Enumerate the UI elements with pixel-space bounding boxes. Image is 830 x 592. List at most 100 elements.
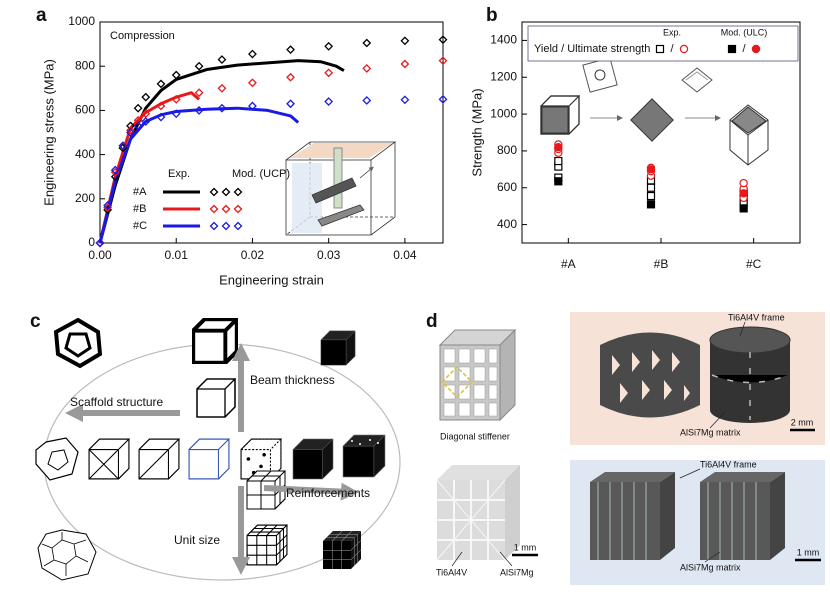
data-point (438, 94, 448, 104)
data-point (554, 177, 563, 186)
y-tick-label: 600 (497, 180, 517, 194)
panel-label: c (30, 311, 41, 332)
legend-marker (727, 44, 737, 54)
data-point (171, 109, 181, 119)
data-point (646, 191, 656, 201)
y-tick-label: 800 (497, 143, 517, 157)
data-point (286, 99, 295, 109)
legend-separator: / (742, 43, 746, 55)
data-point (248, 78, 257, 88)
data-point (103, 201, 113, 210)
data-point (156, 112, 166, 122)
x-tick-label: 0.02 (241, 248, 265, 262)
data-point (194, 88, 204, 98)
data-point (171, 70, 181, 80)
y-tick-label: 1200 (490, 69, 517, 83)
data-point (217, 83, 227, 93)
legend-marker (209, 187, 219, 197)
legend-title: Yield / Ultimate strength (534, 43, 650, 55)
data-point (118, 141, 128, 151)
y-tick-label: 1000 (490, 106, 517, 120)
panel-label: a (36, 5, 47, 26)
x-tick-label: 0.04 (393, 248, 417, 262)
data-point (141, 117, 151, 126)
photo-label: Ti6Al4V frame (700, 459, 757, 469)
legend-marker (233, 221, 243, 231)
data-point (156, 79, 166, 89)
data-point (126, 128, 135, 137)
legend-marker (679, 44, 689, 54)
y-tick-label: 200 (75, 191, 95, 205)
transformation-schematic (540, 57, 769, 166)
data-point (286, 45, 295, 55)
photo-label: Ti6Al4V (436, 567, 467, 577)
photo-label: AlSi7Mg matrix (680, 562, 741, 572)
data-point (133, 115, 143, 125)
data-point (400, 36, 410, 46)
legend-marker (209, 204, 219, 214)
data-point (438, 56, 448, 66)
legend-header: Mod. (UCP) (232, 168, 290, 180)
x-tick-label: #A (561, 257, 576, 271)
data-point (400, 59, 410, 69)
data-point (362, 96, 372, 105)
photo-label: AlSi7Mg matrix (680, 427, 741, 437)
data-point (217, 55, 227, 64)
legend-header: Exp. (168, 168, 190, 180)
data-point (194, 61, 204, 71)
design-space-diagram: Scaffold structure Beam thickness Unit s… (35, 317, 401, 581)
data-point (554, 143, 563, 152)
data-point (156, 101, 166, 111)
legend-marker (221, 187, 231, 197)
legend-header: Mod. (ULC) (721, 27, 768, 37)
y-axis-label: Strength (MPa) (469, 88, 484, 176)
x-tick-label: #B (654, 257, 669, 271)
data-point (141, 92, 151, 102)
data-point (110, 165, 120, 175)
y-tick-label: 400 (497, 217, 517, 231)
legend-label: #C (133, 220, 147, 232)
legend-marker (221, 204, 231, 214)
photo-label: AlSi7Mg (500, 567, 534, 577)
data-point (324, 41, 334, 51)
photo-label: 1 mm (797, 547, 820, 557)
x-tick-label: 0.03 (317, 248, 341, 262)
series-line (98, 106, 300, 244)
y-tick-label: 600 (75, 103, 95, 117)
data-point (739, 189, 748, 198)
data-point (646, 183, 656, 192)
data-point (248, 49, 257, 59)
data-point (646, 200, 656, 209)
y-axis-label: Engineering stress (MPa) (41, 59, 56, 206)
legend-header: Exp. (663, 27, 681, 37)
panel-label: b (486, 5, 498, 26)
legend-marker (655, 44, 665, 54)
legend-marker (233, 187, 243, 197)
diagram-label: Unit size (174, 533, 220, 547)
data-point (324, 97, 334, 106)
legend-label: #B (133, 203, 146, 215)
legend-separator: / (670, 43, 674, 55)
y-tick-label: 0 (88, 235, 95, 249)
legend-marker (221, 221, 231, 231)
leader-line (451, 551, 513, 567)
data-point (286, 72, 295, 82)
data-point (110, 172, 120, 182)
y-tick-label: 800 (75, 58, 95, 72)
leader-line (709, 411, 726, 429)
photo-label: Ti6Al4V frame (728, 312, 785, 322)
data-point (126, 125, 135, 135)
plot-frame (99, 21, 444, 244)
leader-line (704, 551, 721, 563)
diagram-label: Reinforcements (286, 486, 370, 500)
data-point (95, 238, 105, 248)
diagram-label: Scaffold structure (70, 395, 163, 409)
diagram-label: Beam thickness (250, 373, 335, 387)
y-tick-label: 1000 (68, 14, 95, 28)
photo-label: Diagonal stiffener (440, 431, 510, 441)
photo-label: 2 mm (791, 417, 814, 427)
x-tick-label: 0.00 (88, 248, 112, 262)
legend-marker (751, 44, 761, 54)
data-point (324, 68, 334, 78)
